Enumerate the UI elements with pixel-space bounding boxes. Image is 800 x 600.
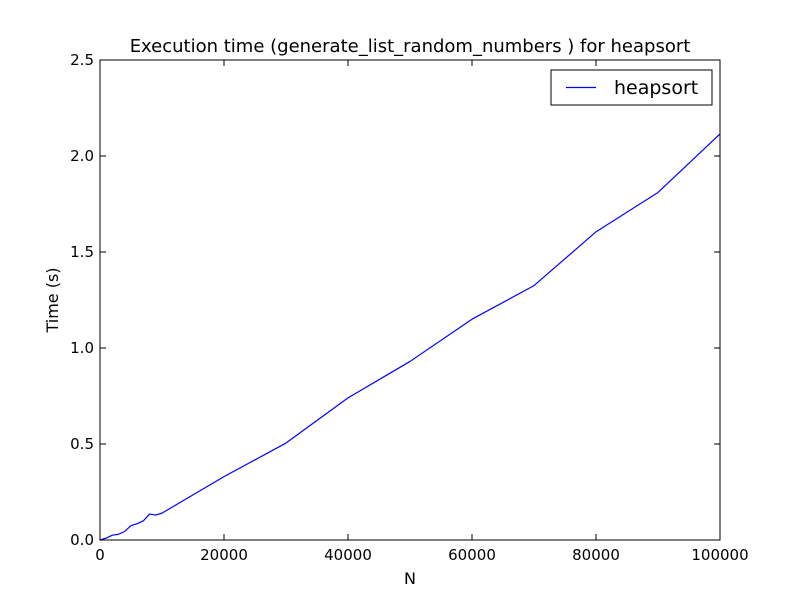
x-tick-label: 80000	[572, 546, 620, 564]
tick-labels: 0 20000 40000 60000 80000 100000 0.0 0.5 1.0 1.5 2…	[70, 51, 748, 564]
x-tick-label: 100000	[691, 546, 748, 564]
y-tick-label: 2.0	[70, 147, 94, 165]
plot-area-frame	[99, 59, 721, 541]
y-tick-label: 1.0	[70, 339, 94, 357]
x-tick-label: 60000	[448, 546, 496, 564]
legend-label-heapsort: heapsort	[614, 77, 698, 99]
series-layer	[99, 133, 721, 541]
x-tick-label: 40000	[324, 546, 372, 564]
series-line-heapsort	[99, 133, 721, 541]
y-tick-label: 0.5	[70, 435, 94, 453]
x-tick-label: 20000	[200, 546, 248, 564]
chart-title: Execution time (generate_list_random_num…	[130, 36, 691, 57]
y-tick-label: 2.5	[70, 51, 94, 69]
legend: heapsort	[550, 69, 713, 106]
x-axis-label: N	[404, 569, 416, 588]
x-tick-label: 0	[95, 546, 105, 564]
y-axis-label: Time (s)	[43, 267, 62, 333]
y-tick-label: 0.0	[70, 531, 94, 549]
y-tick-label: 1.5	[70, 243, 94, 261]
